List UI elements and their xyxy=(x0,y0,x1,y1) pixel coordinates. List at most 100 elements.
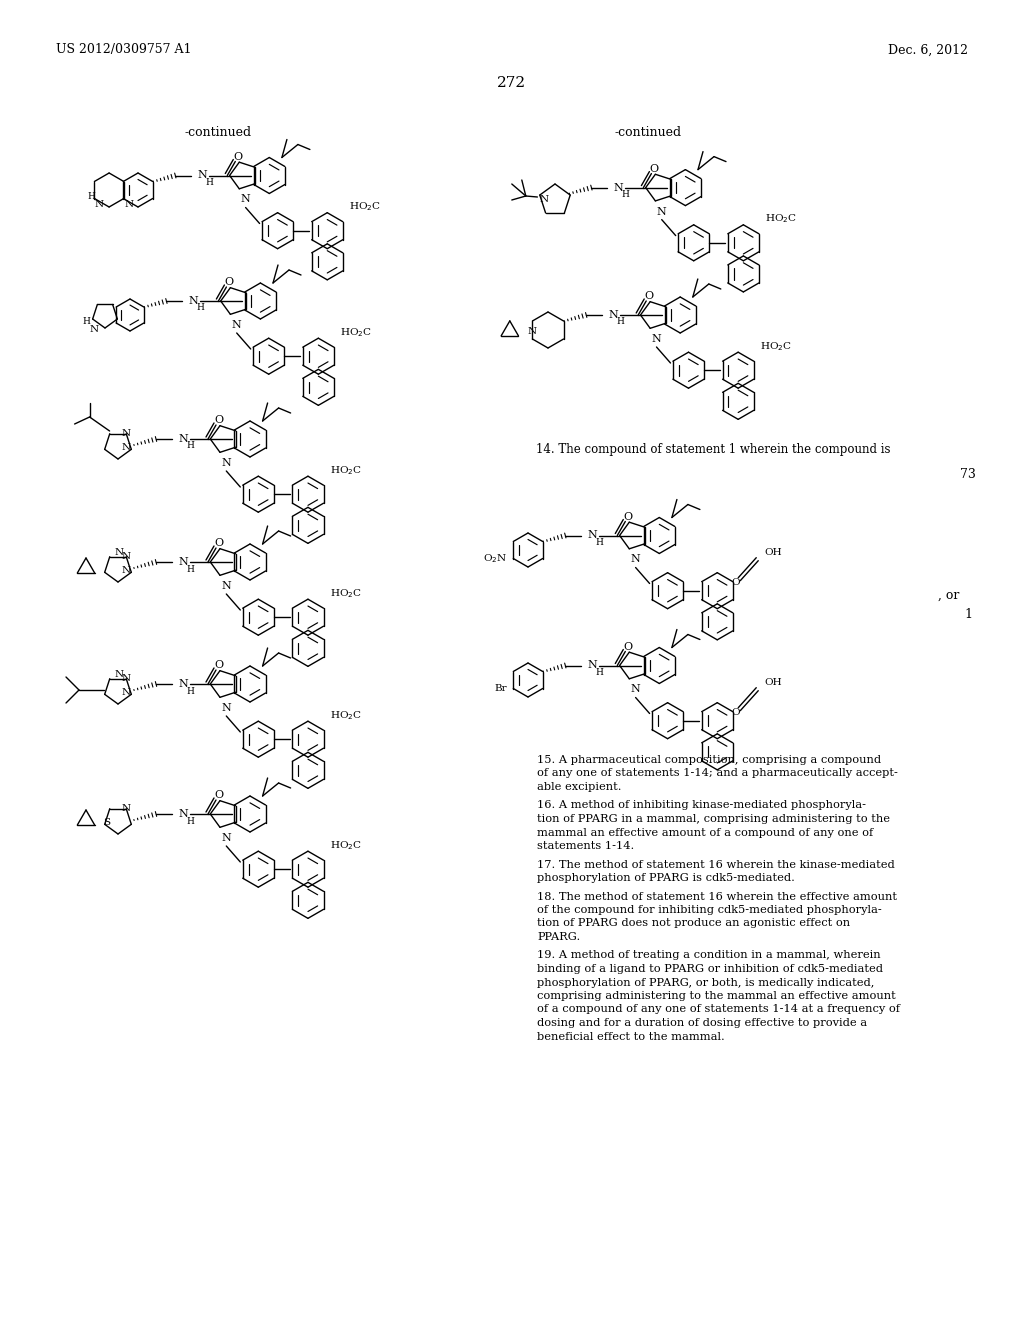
Text: HO$_2$C: HO$_2$C xyxy=(330,463,361,477)
Text: O: O xyxy=(214,539,223,548)
Text: 19. A method of treating a condition in a mammal, wherein: 19. A method of treating a condition in … xyxy=(537,950,881,961)
Text: 1: 1 xyxy=(964,609,972,622)
Text: N: N xyxy=(231,319,242,330)
Text: HO$_2$C: HO$_2$C xyxy=(330,587,361,599)
Text: OH: OH xyxy=(764,678,782,688)
Text: N: N xyxy=(178,557,187,568)
Text: N: N xyxy=(178,434,187,444)
Text: O: O xyxy=(731,578,739,587)
Text: dosing and for a duration of dosing effective to provide a: dosing and for a duration of dosing effe… xyxy=(537,1018,867,1028)
Text: N: N xyxy=(198,170,207,181)
Text: statements 1-14.: statements 1-14. xyxy=(537,841,634,851)
Text: HO$_2$C: HO$_2$C xyxy=(349,201,381,213)
Text: O: O xyxy=(214,789,223,800)
Text: HO$_2$C: HO$_2$C xyxy=(330,838,361,851)
Text: 16. A method of inhibiting kinase-mediated phosphoryla-: 16. A method of inhibiting kinase-mediat… xyxy=(537,800,866,810)
Text: Br: Br xyxy=(495,684,507,693)
Text: N: N xyxy=(178,678,187,689)
Text: HO$_2$C: HO$_2$C xyxy=(765,213,798,226)
Text: , or: , or xyxy=(938,589,959,602)
Text: -continued: -continued xyxy=(614,127,682,140)
Text: O: O xyxy=(214,660,223,671)
Text: H: H xyxy=(186,686,194,696)
Text: N: N xyxy=(588,660,597,671)
Text: N: N xyxy=(221,704,231,713)
Text: H: H xyxy=(87,193,95,201)
Text: O: O xyxy=(624,511,633,521)
Text: H: H xyxy=(595,539,603,546)
Text: O: O xyxy=(645,290,653,301)
Text: H: H xyxy=(622,190,630,199)
Text: binding of a ligand to PPARG or inhibition of cdk5-mediated: binding of a ligand to PPARG or inhibiti… xyxy=(537,964,883,974)
Text: N: N xyxy=(122,444,131,453)
Text: H: H xyxy=(186,817,194,825)
Text: of the compound for inhibiting cdk5-mediated phosphoryla-: of the compound for inhibiting cdk5-medi… xyxy=(537,906,882,915)
Text: 73: 73 xyxy=(961,469,976,482)
Text: N: N xyxy=(651,334,662,345)
Text: N: N xyxy=(122,429,131,438)
Text: O: O xyxy=(225,277,233,286)
Text: N: N xyxy=(221,581,231,591)
Text: tion of PPARG in a mammal, comprising administering to the: tion of PPARG in a mammal, comprising ad… xyxy=(537,814,890,824)
Text: N: N xyxy=(122,675,131,684)
Text: H: H xyxy=(595,668,603,677)
Text: N: N xyxy=(122,688,131,697)
Text: O: O xyxy=(233,152,243,161)
Text: tion of PPARG does not produce an agonistic effect on: tion of PPARG does not produce an agonis… xyxy=(537,919,850,928)
Text: 18. The method of statement 16 wherein the effective amount: 18. The method of statement 16 wherein t… xyxy=(537,891,897,902)
Text: N: N xyxy=(122,804,131,813)
Text: N: N xyxy=(588,531,597,540)
Text: N: N xyxy=(631,685,640,694)
Text: N: N xyxy=(656,207,667,216)
Text: N: N xyxy=(188,296,199,306)
Text: OH: OH xyxy=(764,548,782,557)
Text: 272: 272 xyxy=(498,77,526,90)
Text: HO$_2$C: HO$_2$C xyxy=(330,709,361,722)
Text: H: H xyxy=(186,441,194,450)
Text: of any one of statements 1-14; and a pharmaceutically accept-: of any one of statements 1-14; and a pha… xyxy=(537,768,898,779)
Text: US 2012/0309757 A1: US 2012/0309757 A1 xyxy=(56,44,191,57)
Text: -continued: -continued xyxy=(184,127,252,140)
Text: N: N xyxy=(115,548,124,557)
Text: O: O xyxy=(731,709,739,717)
Text: 17. The method of statement 16 wherein the kinase-mediated: 17. The method of statement 16 wherein t… xyxy=(537,859,895,870)
Text: N: N xyxy=(122,552,131,561)
Text: phosphorylation of PPARG, or both, is medically indicated,: phosphorylation of PPARG, or both, is me… xyxy=(537,978,874,987)
Text: O: O xyxy=(650,164,659,174)
Text: N: N xyxy=(89,325,98,334)
Text: comprising administering to the mammal an effective amount: comprising administering to the mammal a… xyxy=(537,991,896,1001)
Text: S: S xyxy=(103,818,111,828)
Text: N: N xyxy=(540,195,549,205)
Text: N: N xyxy=(527,327,537,337)
Text: H: H xyxy=(197,304,204,313)
Text: O: O xyxy=(214,414,223,425)
Text: N: N xyxy=(178,809,187,818)
Text: H: H xyxy=(205,178,213,187)
Text: H: H xyxy=(186,565,194,573)
Text: Dec. 6, 2012: Dec. 6, 2012 xyxy=(888,44,968,57)
Text: H: H xyxy=(616,318,624,326)
Text: able excipient.: able excipient. xyxy=(537,781,622,792)
Text: HO$_2$C: HO$_2$C xyxy=(340,326,373,339)
Text: 15. A pharmaceutical composition, comprising a compound: 15. A pharmaceutical composition, compri… xyxy=(537,755,881,766)
Text: of a compound of any one of statements 1-14 at a frequency of: of a compound of any one of statements 1… xyxy=(537,1005,900,1015)
Text: N: N xyxy=(241,194,251,205)
Text: O: O xyxy=(624,642,633,652)
Text: N: N xyxy=(221,833,231,843)
Text: 14. The compound of statement 1 wherein the compound is: 14. The compound of statement 1 wherein … xyxy=(536,444,891,457)
Text: N: N xyxy=(221,458,231,469)
Text: N: N xyxy=(631,554,640,565)
Text: HO$_2$C: HO$_2$C xyxy=(760,339,793,352)
Text: O$_2$N: O$_2$N xyxy=(483,552,507,565)
Text: PPARG.: PPARG. xyxy=(537,932,581,942)
Text: N: N xyxy=(115,671,124,678)
Text: beneficial effect to the mammal.: beneficial effect to the mammal. xyxy=(537,1031,725,1041)
Text: phosphorylation of PPARG is cdk5-mediated.: phosphorylation of PPARG is cdk5-mediate… xyxy=(537,873,795,883)
Text: N: N xyxy=(94,199,103,209)
Text: N: N xyxy=(613,182,624,193)
Text: N: N xyxy=(124,199,133,209)
Text: N: N xyxy=(608,310,617,319)
Text: N: N xyxy=(122,566,131,576)
Text: mammal an effective amount of a compound of any one of: mammal an effective amount of a compound… xyxy=(537,828,873,837)
Text: H: H xyxy=(82,318,90,326)
